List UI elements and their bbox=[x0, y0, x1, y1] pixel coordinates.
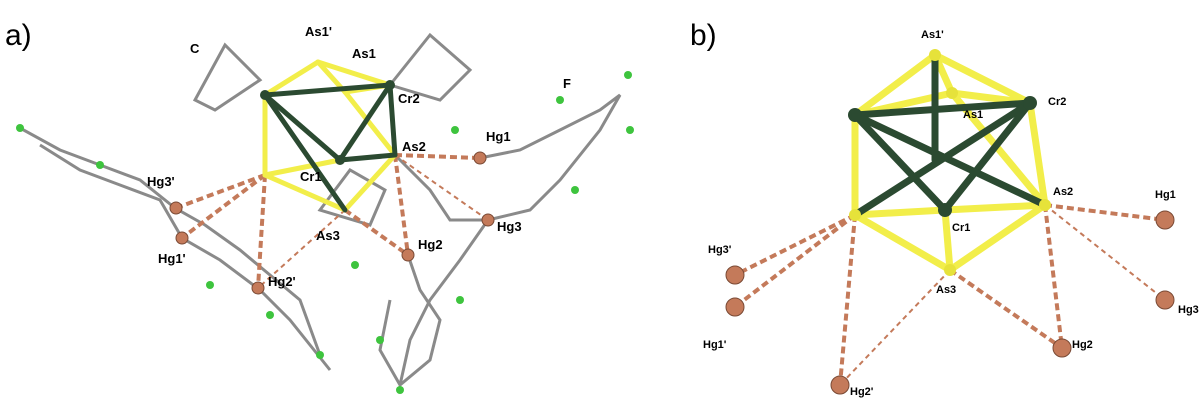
panel-b: b) As1' Cr2 As1 As2 Hg1 Cr1 Hg3' Hg3 As3… bbox=[690, 19, 1199, 398]
panel-label: a) bbox=[5, 19, 32, 52]
dashed-contacts bbox=[175, 153, 489, 289]
atom-label: Hg1' bbox=[703, 339, 727, 351]
atom-label: As1 bbox=[963, 109, 983, 121]
atom-label: Cr2 bbox=[1048, 96, 1066, 108]
atom-label: Cr2 bbox=[398, 91, 420, 106]
atom-label: Hg2 bbox=[418, 237, 443, 252]
dashed-contacts bbox=[733, 203, 1166, 386]
atom-label: As3 bbox=[316, 228, 340, 243]
panel-label: b) bbox=[690, 19, 717, 52]
atom-label: C bbox=[190, 41, 200, 56]
atom-label: As1 bbox=[352, 46, 376, 61]
panel-a: a) As1' As1 C Cr2 F As2 Hg1 Hg3' Cr1 Hg3… bbox=[5, 19, 634, 394]
aryl-rings bbox=[16, 32, 634, 394]
cluster-a bbox=[169, 59, 495, 295]
atom-label: As1' bbox=[921, 29, 944, 41]
atom-label: Hg3' bbox=[147, 174, 175, 189]
atom-label: Hg3' bbox=[708, 244, 732, 256]
atom-label: Hg2 bbox=[1072, 339, 1093, 351]
atom-label: Hg3 bbox=[497, 219, 522, 234]
atom-label: Hg1' bbox=[158, 251, 186, 266]
atom-label: Cr1 bbox=[300, 169, 322, 184]
atom-label: Hg1 bbox=[486, 129, 511, 144]
atom-label: As2 bbox=[1053, 186, 1073, 198]
atom-label: Cr1 bbox=[952, 222, 970, 234]
atom-label: Hg1 bbox=[1155, 189, 1176, 201]
atom-label: Hg2' bbox=[268, 274, 296, 289]
atom-label: As2 bbox=[402, 139, 426, 154]
atom-label: As1' bbox=[305, 24, 332, 39]
cluster-b bbox=[725, 49, 1175, 395]
atom-label: Hg2' bbox=[850, 386, 874, 398]
atom-label: Hg3 bbox=[1178, 304, 1199, 316]
atom-label: As3 bbox=[936, 284, 956, 296]
atom-label: F bbox=[563, 76, 571, 91]
